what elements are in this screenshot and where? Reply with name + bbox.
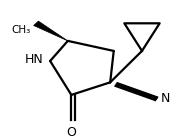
Text: HN: HN	[24, 53, 43, 66]
Text: CH₃: CH₃	[11, 24, 31, 35]
Polygon shape	[34, 21, 68, 41]
Text: N: N	[161, 92, 170, 105]
Text: O: O	[66, 126, 76, 139]
